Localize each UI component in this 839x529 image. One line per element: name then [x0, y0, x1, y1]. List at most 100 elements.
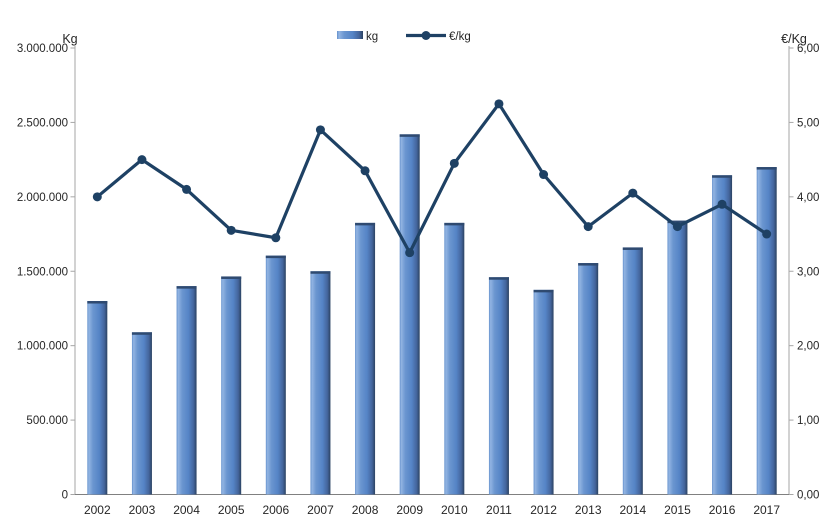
price-marker-2004: [182, 184, 192, 194]
price-marker-2010: [449, 158, 459, 168]
bar-body: [444, 222, 465, 495]
bar-body: [355, 222, 376, 495]
bar-body: [712, 175, 733, 495]
price-marker-2011: [494, 99, 504, 109]
x-axis-label-2006: 2006: [262, 503, 289, 517]
bar-top-bevel: [756, 167, 777, 170]
bar-body: [488, 277, 509, 495]
right-axis-tick-label: 2,00: [797, 341, 819, 353]
right-axis-title: €/Kg: [781, 32, 807, 46]
bar-body: [622, 247, 643, 495]
x-axis-label-2009: 2009: [396, 503, 423, 517]
bar-2008: [355, 222, 376, 495]
right-axis-tick-label: 3,00: [797, 266, 819, 278]
price-marker-2009: [405, 248, 415, 258]
legend-kg-label: kg: [366, 31, 378, 43]
price-marker-2016: [717, 199, 727, 209]
bar-2003: [131, 332, 152, 495]
bar-2017: [756, 167, 777, 495]
price-marker-2005: [226, 225, 236, 235]
bar-body: [221, 276, 242, 495]
x-axis-label-2007: 2007: [307, 503, 334, 517]
bar-top-bevel: [399, 134, 420, 137]
right-axis-tick-label: 6,00: [797, 43, 819, 55]
line-layer: [92, 99, 772, 258]
x-axis-label-2013: 2013: [575, 503, 602, 517]
bar-top-bevel: [131, 332, 152, 335]
x-axis-label-2012: 2012: [530, 503, 557, 517]
right-axis-tick-label: 4,00: [797, 192, 819, 204]
bar-top-bevel: [578, 263, 599, 266]
x-axis-label-2002: 2002: [84, 503, 111, 517]
x-axis-label-2010: 2010: [441, 503, 468, 517]
bar-top-bevel: [87, 301, 108, 304]
right-axis-tick-label: 5,00: [797, 117, 819, 129]
x-axis-label-2008: 2008: [352, 503, 379, 517]
legend-line-marker-icon: [421, 31, 431, 40]
left-axis-tick-label: 3.000.000: [17, 43, 68, 55]
bar-body: [578, 263, 599, 495]
price-marker-2012: [539, 170, 549, 180]
x-axis-label-2016: 2016: [709, 503, 736, 517]
bar-2002: [87, 301, 108, 495]
x-axis-label-2004: 2004: [173, 503, 200, 517]
bar-2004: [176, 286, 197, 495]
bar-body: [399, 134, 420, 495]
legend-bar-swatch-icon: [337, 31, 363, 39]
bar-2007: [310, 271, 331, 495]
x-axis-labels-layer: 2002 2003 2004 2005 2006 2007 2008 2009 2010 2011…: [84, 503, 780, 517]
bar-top-bevel: [176, 286, 197, 289]
left-axis-tick-label: 1.000.000: [17, 341, 68, 353]
x-axis-label-2014: 2014: [619, 503, 646, 517]
bar-body: [265, 255, 286, 495]
bar-body: [667, 220, 688, 495]
left-axis-tick-label: 0: [62, 490, 68, 502]
bar-top-bevel: [310, 271, 331, 274]
bar-top-bevel: [667, 220, 688, 224]
bar-2005: [221, 276, 242, 495]
left-axis-tick-label: 1.500.000: [17, 266, 68, 278]
price-marker-2008: [360, 166, 370, 176]
bar-body: [176, 286, 197, 495]
bar-top-bevel: [355, 222, 376, 226]
left-axis-title: Kg: [62, 32, 77, 46]
bar-body: [131, 332, 152, 495]
bar-2010: [444, 222, 465, 495]
price-marker-2006: [271, 233, 281, 243]
bar-top-bevel: [622, 247, 643, 250]
bar-2015: [667, 220, 688, 495]
bar-2014: [622, 247, 643, 495]
left-axis-tick-label: 2.000.000: [17, 192, 68, 204]
bar-top-bevel: [712, 175, 733, 178]
bar-body: [533, 289, 554, 495]
bar-body: [756, 167, 777, 495]
bar-body: [310, 271, 331, 495]
bar-2006: [265, 255, 286, 495]
legend: kg €/kg: [337, 31, 471, 43]
right-axis-tick-label: 1,00: [797, 415, 819, 427]
left-axis-tick-label: 500.000: [26, 415, 68, 427]
x-axis-label-2017: 2017: [753, 503, 780, 517]
bar-2013: [578, 263, 599, 495]
right-axis-tick-label: 0,00: [797, 490, 819, 502]
bar-top-bevel: [444, 222, 465, 226]
bar-body: [87, 301, 108, 495]
x-axis-label-2005: 2005: [218, 503, 245, 517]
bar-2011: [488, 277, 509, 495]
bar-top-bevel: [265, 255, 286, 259]
price-marker-2013: [583, 222, 593, 232]
left-axis-tick-label: 2.500.000: [17, 117, 68, 129]
bar-2012: [533, 289, 554, 495]
bar-top-bevel: [221, 276, 242, 279]
price-marker-2007: [315, 125, 325, 135]
bar-top-bevel: [533, 289, 554, 293]
bar-2016: [712, 175, 733, 495]
bar-top-bevel: [488, 277, 509, 280]
price-line: [95, 102, 769, 255]
x-axis-label-2003: 2003: [129, 503, 156, 517]
bar-2009: [399, 134, 420, 495]
price-marker-2003: [137, 155, 147, 165]
x-axis-label-2015: 2015: [664, 503, 691, 517]
bars-layer: [87, 134, 777, 495]
